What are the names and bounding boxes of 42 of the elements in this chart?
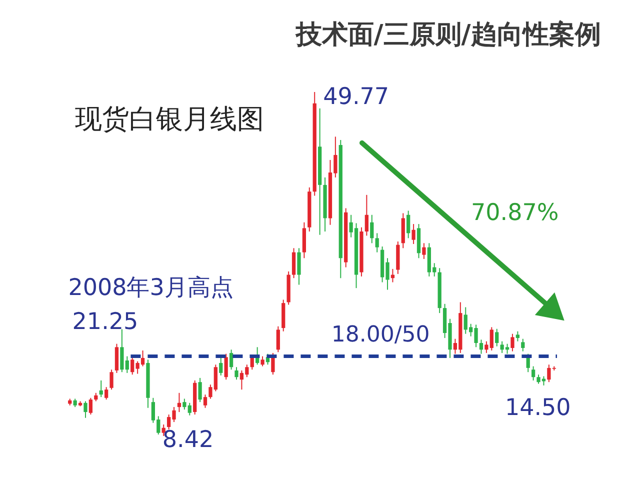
candlestick (203, 394, 208, 408)
candlestick (114, 343, 119, 374)
candlestick (224, 353, 228, 380)
candlestick (375, 232, 379, 253)
candlestick (516, 330, 520, 342)
candlestick (495, 328, 499, 347)
candlestick (479, 339, 484, 354)
candlestick (364, 194, 368, 236)
candlestick (292, 248, 296, 279)
candlestick (188, 402, 192, 416)
annotation: 8.42 (162, 427, 214, 454)
candlestick (531, 366, 536, 381)
candlestick (422, 242, 426, 260)
candlestick (177, 392, 182, 413)
text: 现货白银月线图 (75, 104, 264, 135)
candlestick (234, 366, 238, 380)
candlestick (370, 214, 374, 244)
annotation: 21.25 (72, 309, 138, 336)
candlestick (412, 224, 416, 244)
candlestick (271, 352, 275, 376)
annotation: 14.50 (504, 395, 571, 422)
candlestick (219, 357, 223, 376)
chart-title: 技术面/三原则/趋向性案例 (294, 20, 601, 50)
candlestick (198, 377, 202, 403)
candlestick (256, 346, 260, 366)
candlestick (406, 210, 410, 239)
candlestick (84, 400, 88, 418)
candlestick (182, 398, 186, 410)
candlestick (260, 356, 264, 367)
candlestick (276, 326, 280, 353)
candlestick (510, 333, 514, 352)
ref-line-label: 18.00/50 (331, 322, 430, 348)
annotation: 49.77 (323, 84, 390, 110)
candlestick (88, 397, 93, 416)
candlestick (297, 248, 301, 286)
annotation: 70.87% (471, 200, 559, 226)
candlestick (104, 386, 108, 400)
candlestick (521, 338, 525, 352)
candlestick (99, 380, 103, 398)
annotation: 2008年3月高点 (68, 275, 234, 302)
candlestick (110, 369, 114, 390)
candlestick (229, 349, 234, 370)
